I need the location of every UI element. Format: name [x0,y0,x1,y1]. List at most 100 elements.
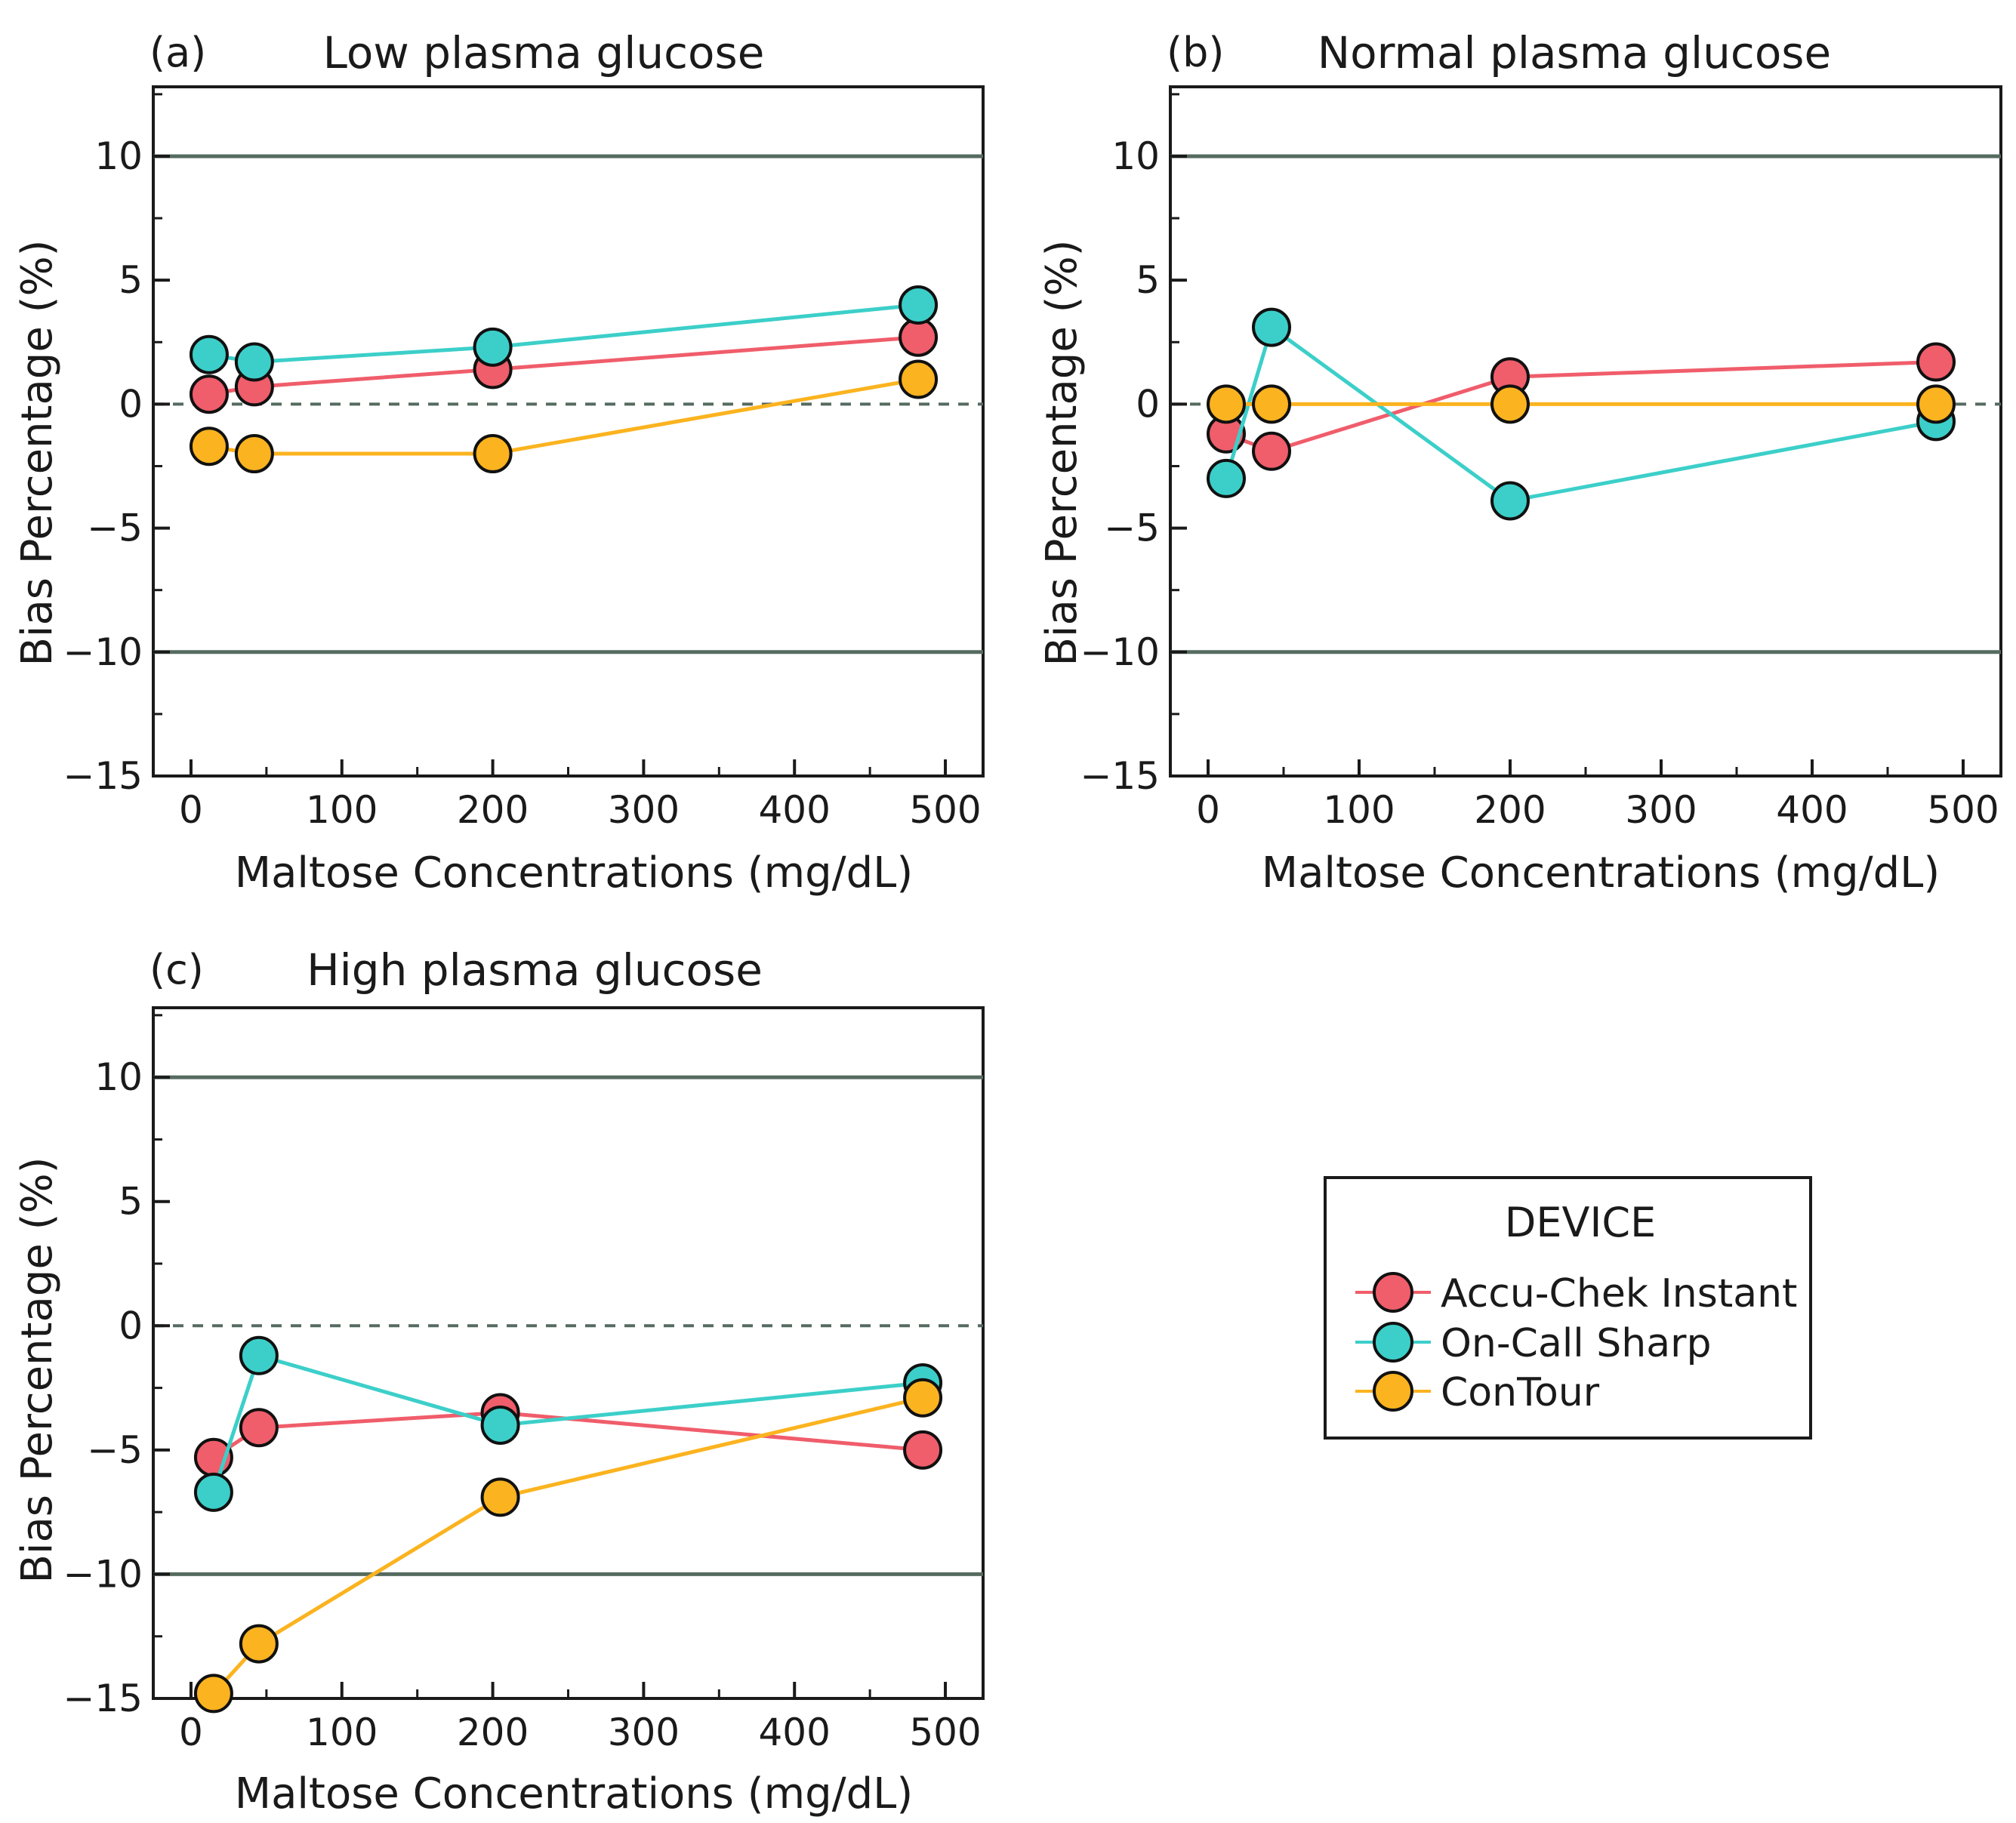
legend-item-on-call-sharp: On-Call Sharp [1355,1321,1711,1366]
data-point-accu-chek-instant [189,374,229,414]
y-tick-label: 10 [94,134,143,178]
series-line-contour [208,377,919,456]
panel-a-letter: (a) [150,29,206,76]
series-line-contour [212,1396,923,1695]
x-tick-label: 400 [759,788,831,832]
x-tick-label: 300 [1625,788,1697,832]
data-point-accu-chek-instant [1916,342,1956,382]
data-point-on-call-sharp [193,1472,233,1512]
x-tick-label: 400 [1776,788,1848,832]
x-tick-label: 100 [306,788,378,832]
x-tick-label: 0 [179,1711,203,1754]
y-tick-label: 5 [119,258,143,302]
panel-a-xlabel: Maltose Concentrations (mg/dL) [235,848,913,898]
plot-frame [152,85,985,778]
data-point-accu-chek-instant [903,1430,943,1470]
panel-b-xlabel: Maltose Concentrations (mg/dL) [1262,848,1940,898]
series-line-accu-chek-instant [1225,360,1937,454]
data-point-contour [480,1477,520,1517]
data-point-contour [1490,384,1530,424]
data-point-contour [1207,384,1246,424]
x-tick-label: 200 [457,788,529,832]
y-tick-label: −10 [1080,630,1160,674]
y-tick-label: −15 [63,1677,143,1720]
data-point-contour [1916,384,1956,424]
panel-b-ylabel: Bias Percentage (%) [1037,239,1087,666]
data-point-contour [899,359,939,399]
x-tick-label: 400 [759,1711,831,1754]
panel-b-letter: (b) [1167,29,1224,76]
data-point-on-call-sharp [234,342,274,382]
data-point-on-call-sharp [899,285,939,325]
panel-c-xlabel: Maltose Concentrations (mg/dL) [235,1769,913,1818]
legend: DEVICE Accu-Chek Instant On-Call Sharp C… [1324,1176,1812,1440]
x-tick-label: 500 [909,788,981,832]
x-tick-label: 200 [457,1711,529,1754]
x-tick-label: 100 [306,1711,378,1754]
y-tick-label: −10 [63,630,143,674]
y-tick-label: −15 [63,754,143,798]
panel-a-title: Low plasma glucose [323,27,765,79]
legend-marker-contour [1373,1371,1413,1412]
y-tick-label: −5 [87,507,143,550]
panel-b-title: Normal plasma glucose [1318,27,1831,79]
x-tick-label: 300 [608,788,680,832]
data-point-contour [234,434,274,474]
legend-label-contour: ConTour [1441,1370,1600,1415]
panel-a-ylabel: Bias Percentage (%) [13,239,62,666]
data-point-on-call-sharp [480,1405,520,1445]
y-tick-label: 0 [119,1304,143,1347]
legend-label-accu-chek: Accu-Chek Instant [1441,1271,1797,1316]
x-tick-label: 500 [909,1711,981,1754]
data-point-contour [193,1674,233,1714]
data-point-accu-chek-instant [1252,431,1291,471]
data-point-on-call-sharp [1490,481,1530,521]
x-tick-label: 100 [1323,788,1395,832]
data-point-contour [473,434,513,474]
x-tick-label: 500 [1927,788,1999,832]
data-point-contour [189,426,229,467]
data-point-contour [239,1624,279,1664]
y-tick-label: 0 [1136,382,1160,426]
series-line-accu-chek-instant [212,1410,923,1459]
series-line-on-call-sharp [1224,325,1937,503]
y-tick-label: 10 [94,1055,143,1099]
data-point-on-call-sharp [1252,307,1291,347]
y-tick-label: 0 [119,382,143,426]
data-point-on-call-sharp [239,1335,279,1375]
panel-c-letter: (c) [150,946,204,993]
legend-marker-accu-chek [1373,1272,1413,1313]
data-point-contour [903,1378,943,1418]
x-tick-label: 200 [1474,788,1546,832]
panel-c-ylabel: Bias Percentage (%) [13,1156,62,1583]
x-tick-label: 0 [1196,788,1220,832]
legend-item-accu-chek: Accu-Chek Instant [1355,1271,1797,1316]
y-tick-label: −10 [63,1552,143,1596]
legend-label-on-call-sharp: On-Call Sharp [1441,1321,1711,1366]
panel-c-title: High plasma glucose [307,944,763,996]
y-tick-label: 5 [1136,258,1160,302]
y-tick-label: −5 [1104,507,1160,550]
data-point-on-call-sharp [1207,458,1246,498]
y-tick-label: 5 [119,1180,143,1224]
data-point-contour [1252,384,1291,424]
x-tick-label: 300 [608,1711,680,1754]
legend-title: DEVICE [1505,1199,1656,1246]
y-tick-label: 10 [1111,134,1160,178]
x-tick-label: 0 [179,788,203,832]
series-line-on-call-sharp [208,303,919,365]
y-tick-label: −15 [1080,754,1160,798]
series-line-accu-chek-instant [208,335,919,396]
data-point-on-call-sharp [189,334,229,374]
data-point-on-call-sharp [473,327,513,367]
legend-marker-on-call-sharp [1373,1322,1413,1363]
data-point-accu-chek-instant [239,1408,279,1448]
y-tick-label: −5 [87,1428,143,1472]
